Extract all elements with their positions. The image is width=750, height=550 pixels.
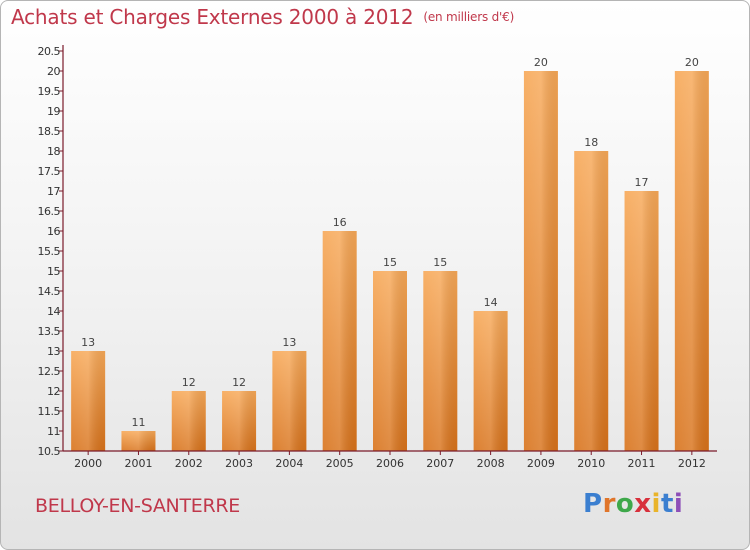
data-label-2006: 15 [383,256,397,269]
y-tick-label-11.5: 11.5 [38,405,61,418]
data-label-2001: 11 [131,416,145,429]
y-tick-label-16: 16 [47,225,60,238]
y-tick-label-10.5: 10.5 [38,445,61,458]
y-tick-label-13.5: 13.5 [38,325,61,338]
data-label-2003: 12 [232,376,246,389]
logo-letter: P [583,489,603,519]
bar-shine-2003 [222,391,257,451]
y-tick-label-19.5: 19.5 [38,85,61,98]
bar-shine-2000 [71,351,106,451]
data-label-2011: 17 [635,176,649,189]
x-tick-label-2012: 2012 [678,457,706,470]
y-tick-label-12.5: 12.5 [38,365,61,378]
city-name: BELLOY-EN-SANTERRE [35,495,240,517]
proxiti-logo: Proxiti [583,489,683,519]
x-tick-label-2006: 2006 [376,457,404,470]
x-tick-label-2011: 2011 [628,457,656,470]
x-tick-label-2008: 2008 [477,457,505,470]
x-tick-label-2005: 2005 [326,457,354,470]
bar-shine-2002 [171,391,206,451]
chart-title-text: Achats et Charges Externes 2000 à 2012 [11,5,414,29]
bar-shine-2007 [423,271,458,451]
bar-shine-2006 [373,271,407,451]
x-tick-label-2007: 2007 [426,457,454,470]
logo-letter: i [651,489,661,519]
x-tick-label-2001: 2001 [124,457,152,470]
x-tick-label-2004: 2004 [275,457,303,470]
logo-letter: x [634,489,652,519]
x-tick-label-2010: 2010 [577,457,605,470]
x-tick-label-2002: 2002 [175,457,203,470]
data-label-2000: 13 [81,336,95,349]
bar-shine-2001 [121,431,156,451]
y-tick-label-20.5: 20.5 [38,45,61,58]
y-tick-label-15.5: 15.5 [38,245,61,258]
y-tick-label-15: 15 [47,265,60,278]
data-label-2007: 15 [433,256,447,269]
bar-shine-2010 [574,151,609,451]
y-tick-label-16.5: 16.5 [38,205,61,218]
bar-shine-2011 [624,191,659,451]
y-tick-label-14: 14 [47,305,60,318]
data-label-2012: 20 [685,56,699,69]
y-tick-label-17.5: 17.5 [38,165,61,178]
data-label-2005: 16 [333,216,347,229]
logo-letter: i [673,489,684,519]
y-tick-label-12: 12 [47,385,60,398]
y-tick-label-17: 17 [47,185,60,198]
data-label-2002: 12 [182,376,196,389]
logo-letter: o [615,489,635,519]
logo-letter: r [602,489,616,519]
y-tick-label-11: 11 [47,425,60,438]
y-tick-label-14.5: 14.5 [38,285,61,298]
chart-title: Achats et Charges Externes 2000 à 2012 (e… [11,5,514,29]
x-tick-label-2003: 2003 [225,457,253,470]
data-label-2010: 18 [584,136,598,149]
bar-shine-2012 [674,71,709,451]
data-label-2008: 14 [484,296,498,309]
y-tick-label-19: 19 [47,105,60,118]
x-tick-label-2000: 2000 [74,457,102,470]
y-tick-label-20: 20 [47,65,60,78]
data-label-2004: 13 [282,336,296,349]
bar-shine-2005 [322,231,357,451]
bar-shine-2008 [473,311,508,451]
chart-unit: (en milliers d'€) [423,10,515,24]
y-tick-label-18.5: 18.5 [38,125,61,138]
bar-shine-2004 [272,351,307,451]
y-tick-label-18: 18 [47,145,60,158]
y-tick-label-13: 13 [47,345,60,358]
bar-shine-2009 [523,71,558,451]
logo-letter: t [660,489,674,519]
x-tick-label-2009: 2009 [527,457,555,470]
data-label-2009: 20 [534,56,548,69]
